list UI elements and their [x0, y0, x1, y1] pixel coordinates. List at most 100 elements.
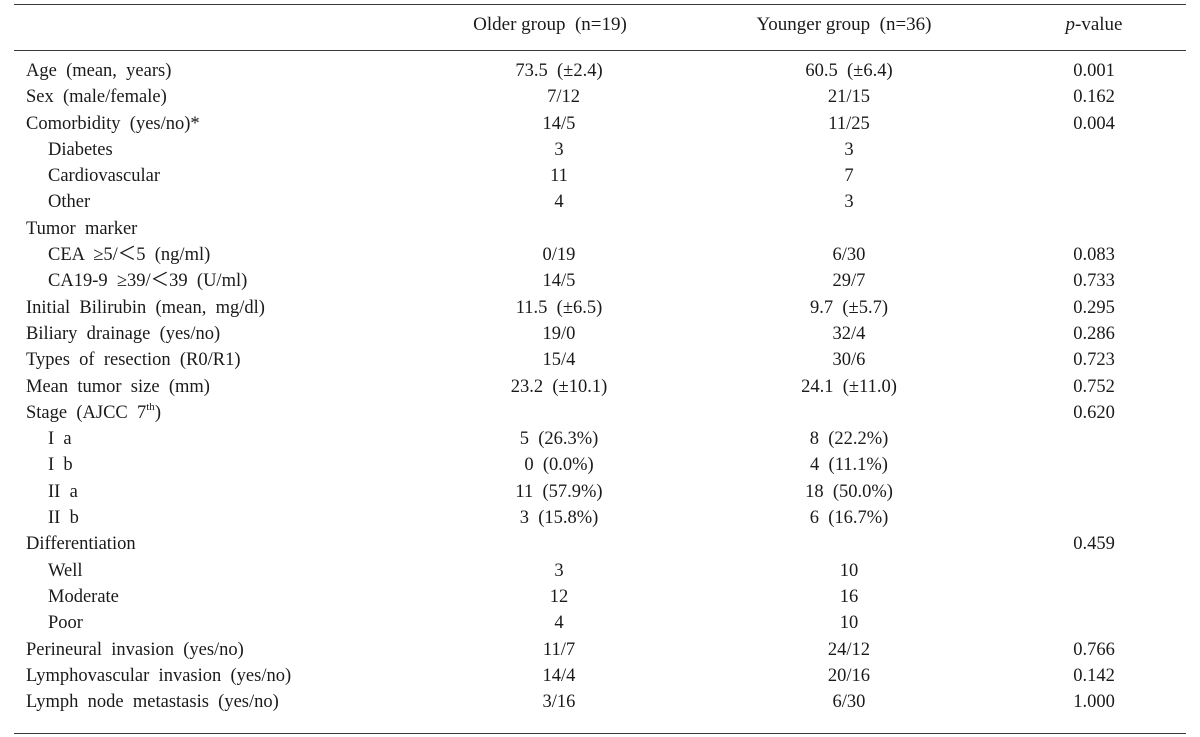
row-label: Lymphovascular invasion (yes/no)	[26, 663, 291, 689]
table-row: Sex (male/female) 7/12 21/15 0.162	[14, 84, 1186, 110]
p-value: 0.766	[1073, 639, 1115, 660]
younger-value: 29/7	[832, 271, 866, 292]
older-value: 7/12	[537, 87, 581, 108]
table-row: Age (mean, years) 73.5 (±2.4) 60.5 (±6.4) 0…	[14, 58, 1186, 84]
older-value: 14/4	[542, 665, 576, 686]
row-label-text: Perineural invasion (yes/no)	[26, 639, 244, 660]
older-value: 23.2 (±10.1)	[510, 376, 608, 397]
row-label-text: Differentiation	[26, 534, 136, 555]
p-value: 0.295	[1073, 297, 1115, 318]
younger-value: 11/25	[828, 113, 870, 134]
row-label: Mean tumor size (mm)	[26, 374, 210, 400]
row-label-text: II a	[48, 481, 78, 502]
row-label: Comorbidity (yes/no)*	[26, 111, 200, 137]
table-body: Age (mean, years) 73.5 (±2.4) 60.5 (±6.4) 0…	[14, 58, 1186, 715]
row-label: Types of resection (R0/R1)	[26, 347, 241, 373]
row-label-text: Initial Bilirubin (mean, mg/dl)	[26, 297, 265, 318]
younger-value: 6/30	[832, 245, 866, 266]
older-value: 14/5	[542, 113, 576, 134]
p-value: 0.733	[1073, 271, 1115, 292]
row-label-text: Moderate	[48, 586, 119, 607]
table-row: Tumor marker	[14, 216, 1186, 242]
table-row: Initial Bilirubin (mean, mg/dl) 11.5 (±6.…	[14, 295, 1186, 321]
row-label-text: CEA ≥5/＜5 (ng/ml)	[48, 245, 211, 266]
table-row: II a 11 (57.9%) 18 (50.0%)	[14, 479, 1186, 505]
p-value: 0.004	[1073, 113, 1115, 134]
older-value: 5 (26.3%)	[519, 429, 599, 450]
top-rule	[14, 4, 1186, 5]
p-value: 0.723	[1073, 350, 1115, 371]
row-label: Well	[48, 558, 82, 584]
row-label-text: Other	[48, 192, 91, 213]
table-row: CA19-9 ≥39/＜39 (U/ml) 14/5 29/7 0.733	[14, 268, 1186, 294]
table-row: Perineural invasion (yes/no) 11/7 24/12 0.7…	[14, 637, 1186, 663]
younger-value: 24/12	[827, 639, 871, 660]
younger-value: 60.5 (±6.4)	[805, 61, 893, 81]
row-label-text: Comorbidity (yes/no)*	[26, 113, 200, 134]
row-label-text: Stage (AJCC 7	[26, 402, 147, 423]
row-label: I b	[48, 452, 73, 478]
table-row: I a 5 (26.3%) 8 (22.2%)	[14, 426, 1186, 452]
table-row: Lymphovascular invasion (yes/no) 14/4 20/1…	[14, 663, 1186, 689]
row-label: Moderate	[48, 584, 119, 610]
row-label: Other	[48, 189, 90, 215]
table-row: II b 3 (15.8%) 6 (16.7%)	[14, 505, 1186, 531]
younger-value: 3	[844, 192, 854, 213]
row-label-text: I a	[48, 429, 72, 450]
table-row: Diabetes 3 3	[14, 137, 1186, 163]
row-label-text: Diabetes	[48, 139, 113, 160]
row-label-text: Types of resection (R0/R1)	[26, 350, 241, 371]
table-row: Well 3 10	[14, 558, 1186, 584]
younger-value: 32/4	[832, 323, 866, 344]
header-p-rest: -value	[1075, 14, 1123, 35]
row-label: Cardiovascular	[48, 163, 160, 189]
row-label-text: Mean tumor size (mm)	[26, 376, 210, 397]
p-value: 0.001	[1073, 61, 1115, 81]
table-row: Lymph node metastasis (yes/no) 3/16 6/30 1.…	[14, 689, 1186, 715]
row-label-text: Lymphovascular invasion (yes/no)	[26, 665, 292, 686]
older-value: 3	[554, 139, 564, 160]
row-label: Biliary drainage (yes/no)	[26, 321, 220, 347]
row-label: Differentiation	[26, 531, 136, 557]
table-row: Poor 4 10	[14, 610, 1186, 636]
table-row: Types of resection (R0/R1) 15/4 30/6 0.723	[14, 347, 1186, 373]
table-header: Older group (n=19) Younger group (n=36) …	[14, 12, 1186, 42]
row-label-text: Poor	[48, 613, 83, 634]
older-value: 3	[554, 560, 564, 581]
header-p-italic: p	[1065, 14, 1076, 35]
older-value: 15/4	[542, 350, 576, 371]
row-label: I a	[48, 426, 72, 452]
p-value: 0.083	[1073, 245, 1115, 266]
younger-value: 10	[839, 613, 859, 634]
row-label: CEA ≥5/＜5 (ng/ml)	[48, 242, 210, 268]
p-value: 0.620	[1073, 402, 1115, 423]
younger-value: 4 (11.1%)	[810, 455, 888, 476]
row-label: Age (mean, years)	[26, 58, 171, 84]
row-label-end: )	[154, 402, 161, 423]
older-value: 4	[554, 613, 564, 634]
younger-value: 6/30	[832, 692, 866, 713]
table-row: Comorbidity (yes/no)* 14/5 11/25 0.004	[14, 111, 1186, 137]
older-value: 11.5 (±6.5)	[515, 297, 603, 318]
younger-value: 20/16	[827, 665, 871, 686]
row-label: II a	[48, 479, 78, 505]
table-row: Other 4 3	[14, 189, 1186, 215]
younger-value: 24.1 (±11.0)	[801, 376, 897, 397]
younger-value: 21/15	[827, 87, 871, 108]
row-label: Stage (AJCC 7th)	[26, 400, 161, 426]
older-value: 11 (57.9%)	[515, 481, 603, 502]
older-value: 11	[550, 166, 568, 187]
older-value: 14/5	[542, 271, 576, 292]
row-label-text: Well	[48, 560, 83, 581]
row-label-text: II b	[48, 508, 79, 529]
younger-value: 8 (22.2%)	[809, 429, 889, 450]
row-label: Tumor marker	[26, 216, 137, 242]
table-row: Biliary drainage (yes/no) 19/0 32/4 0.286	[14, 321, 1186, 347]
p-value: 1.000	[1073, 692, 1115, 713]
table-row: Moderate 12 16	[14, 584, 1186, 610]
header-rule	[14, 50, 1186, 51]
younger-value: 30/6	[832, 350, 866, 371]
younger-value: 3	[844, 139, 854, 160]
row-label: II b	[48, 505, 79, 531]
table-row: Mean tumor size (mm) 23.2 (±10.1) 24.1 (±1…	[14, 374, 1186, 400]
